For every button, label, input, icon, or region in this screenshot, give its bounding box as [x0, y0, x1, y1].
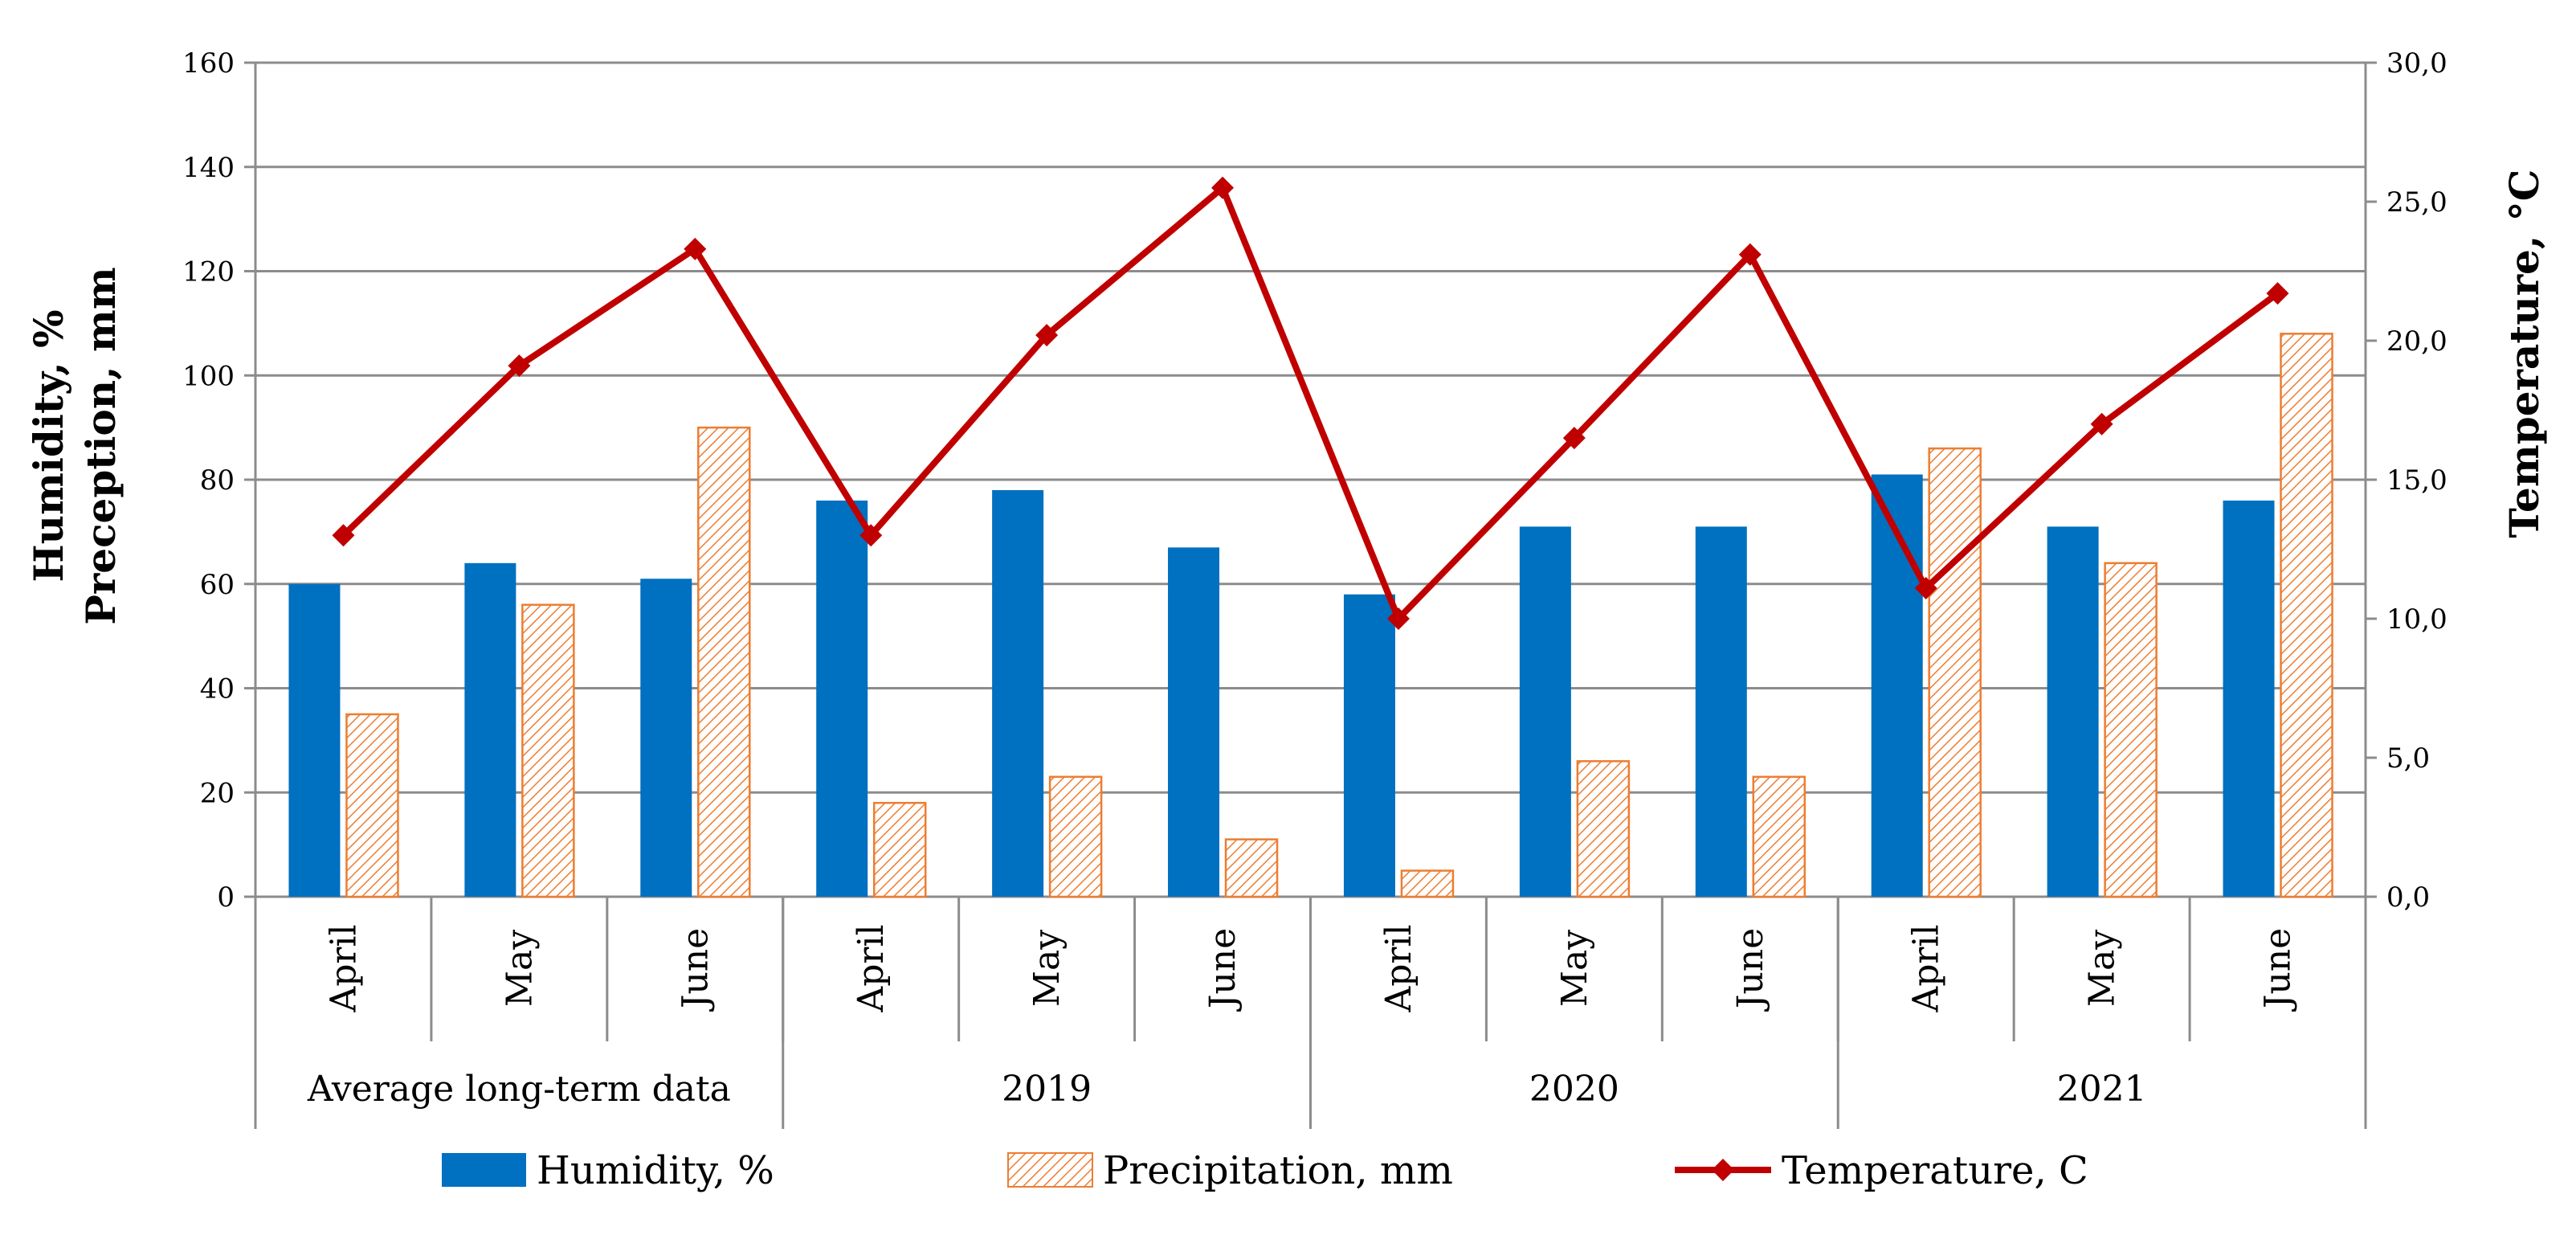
gridlines [255, 61, 2366, 794]
temperature-point [684, 237, 707, 260]
category-label: April [1378, 924, 1419, 1012]
bar-humidity [1168, 547, 1220, 897]
y-tick-left: 160 [182, 47, 235, 80]
bar-humidity [1871, 474, 1923, 897]
bar-precipitation [521, 603, 575, 898]
bar-humidity [1695, 526, 1747, 897]
bars [288, 333, 2333, 898]
legend-swatch-precipitation [1007, 1152, 1093, 1188]
y-tick-right: 5,0 [2386, 742, 2430, 775]
bar-precipitation [872, 801, 927, 898]
y-tick-right: 20,0 [2386, 325, 2447, 358]
category-label: April [851, 924, 892, 1012]
category-label: May [1554, 930, 1595, 1007]
bar-humidity [1343, 594, 1395, 897]
group-label: 2021 [2057, 1069, 2147, 1110]
temperature-point [2090, 412, 2113, 436]
bar-humidity [464, 562, 516, 897]
y-tick-right: 15,0 [2386, 464, 2447, 497]
temperature-point [2266, 282, 2289, 305]
category-label: June [2258, 928, 2299, 1012]
y-tick-right: 10,0 [2386, 603, 2447, 636]
bar-precipitation [697, 426, 751, 898]
bar-precipitation [1048, 775, 1103, 898]
y-tick-right: 30,0 [2386, 47, 2447, 80]
labels: 0 20 40 60 80 100 120 140 160 0,0 5,0 10,0 15,0 20,0 2… [182, 47, 2447, 1110]
group-label: 2019 [1002, 1069, 1092, 1110]
category-label: May [499, 930, 540, 1007]
category-label: June [1730, 928, 1771, 1012]
bar-precipitation [2280, 333, 2333, 898]
legend-label-humidity: Humidity, % [537, 1148, 774, 1193]
temperature-point [1035, 324, 1059, 347]
y-tick-left: 100 [182, 360, 235, 392]
bar-precipitation [1576, 760, 1631, 898]
bar-precipitation [1400, 869, 1455, 898]
temperature-point [1914, 576, 1937, 599]
y-tick-left: 80 [200, 464, 235, 497]
y-tick-left: 0 [217, 881, 235, 914]
bar-precipitation [2104, 562, 2158, 898]
temperature-point [508, 354, 531, 378]
temperature-point [1562, 427, 1586, 450]
bar-humidity [2223, 500, 2275, 897]
bar-precipitation [1224, 838, 1279, 898]
temperature-point [1211, 176, 1235, 199]
temperature-line [341, 184, 2280, 622]
y-tick-right: 0,0 [2386, 881, 2430, 914]
temperature-point [859, 524, 883, 547]
category-label: May [1027, 930, 1068, 1007]
temperature-line-group [332, 176, 2289, 630]
y-tick-left: 140 [182, 152, 235, 184]
y-tick-left: 20 [200, 777, 235, 809]
y-tick-left: 120 [182, 256, 235, 288]
bar-humidity [816, 500, 868, 897]
category-label: May [2082, 930, 2123, 1007]
category-label: April [323, 924, 364, 1012]
bar-humidity [2047, 526, 2099, 897]
group-label: 2020 [1529, 1069, 1619, 1110]
category-label: June [1202, 928, 1243, 1012]
bar-precipitation [345, 713, 399, 898]
y-tick-left: 40 [200, 673, 235, 705]
bar-humidity [992, 489, 1044, 897]
y-tick-left: 60 [200, 569, 235, 601]
group-label: Average long-term data [307, 1069, 731, 1110]
bar-humidity [1519, 526, 1571, 897]
y-axis-left-title-line1: Humidity, % [25, 309, 72, 582]
category-label: June [675, 928, 716, 1012]
bar-humidity [288, 583, 341, 897]
legend-swatch-humidity [442, 1153, 526, 1187]
legend-label-temperature: Temperature, C [1782, 1148, 2088, 1193]
legend-marker-temperature [1712, 1159, 1734, 1181]
legend: Humidity, % Precipitation, mm Temperatur… [442, 1148, 2088, 1193]
axes [244, 61, 2377, 1129]
y-axis-left-title-line2: Preception, mm [77, 267, 125, 624]
temperature-point [1738, 243, 1762, 266]
temperature-point [332, 524, 355, 547]
category-label: April [1906, 924, 1947, 1012]
y-tick-right: 25,0 [2386, 186, 2447, 219]
bar-precipitation [1752, 775, 1806, 898]
legend-label-precipitation: Precipitation, mm [1103, 1148, 1453, 1193]
bar-humidity [640, 579, 692, 897]
y-axis-right-title: Temperature, °C [2500, 170, 2548, 538]
bar-precipitation [1928, 447, 1982, 898]
temperature-point [1386, 607, 1410, 630]
